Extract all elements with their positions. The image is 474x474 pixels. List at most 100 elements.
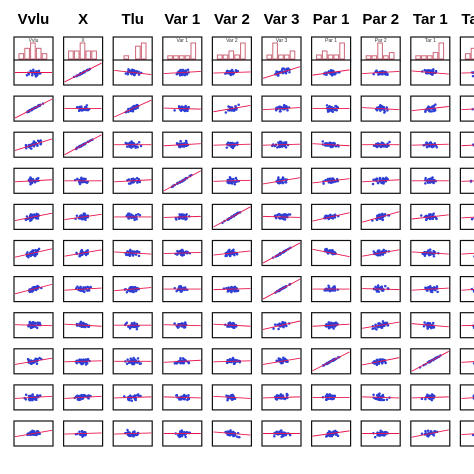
data-point xyxy=(380,362,384,365)
trend-line xyxy=(411,106,449,112)
scatter-panel xyxy=(410,239,451,267)
column-label-vvlu: Vvlu xyxy=(18,11,50,28)
data-point xyxy=(375,145,379,149)
data-point xyxy=(280,216,283,220)
data-point xyxy=(86,180,89,184)
data-point xyxy=(133,321,136,324)
data-point xyxy=(177,70,181,73)
data-point xyxy=(424,176,427,180)
data-point xyxy=(232,326,236,329)
data-point xyxy=(435,217,438,221)
data-point xyxy=(134,253,138,256)
data-point xyxy=(232,109,236,112)
scatter-panel xyxy=(360,239,401,267)
data-point xyxy=(376,433,379,437)
scatter-panel xyxy=(162,239,203,267)
histogram-bar xyxy=(289,50,296,60)
data-point xyxy=(374,285,377,289)
data-point xyxy=(135,327,139,331)
histogram-bar xyxy=(178,55,185,60)
data-point xyxy=(432,109,436,113)
data-point xyxy=(375,394,379,397)
histogram-panel: Var 1 xyxy=(162,36,203,62)
data-point xyxy=(226,359,229,362)
trend-line xyxy=(213,206,251,228)
data-point xyxy=(80,109,84,112)
histogram-label: Var 3 xyxy=(276,38,288,44)
data-point xyxy=(79,249,83,253)
data-point xyxy=(429,285,432,288)
data-point xyxy=(125,291,129,294)
data-point xyxy=(225,146,229,149)
histogram-bar xyxy=(135,45,141,60)
data-point xyxy=(334,433,338,437)
data-point xyxy=(30,398,33,401)
trend-line xyxy=(262,66,301,79)
trend-line xyxy=(64,134,102,156)
scatter-frame xyxy=(459,348,474,375)
scatter-panel xyxy=(62,276,104,303)
data-point xyxy=(432,68,435,71)
data-point xyxy=(80,362,83,366)
data-point xyxy=(137,177,141,181)
trend-line xyxy=(411,251,449,255)
data-point xyxy=(282,103,286,107)
histogram-panel: X xyxy=(62,36,104,62)
trend-line xyxy=(213,288,251,291)
data-point xyxy=(279,213,282,217)
data-point xyxy=(376,254,380,257)
column-label-par-2: Par 2 xyxy=(362,11,399,28)
histogram-bar xyxy=(184,55,191,60)
data-point xyxy=(237,103,240,106)
histogram-bar xyxy=(228,50,235,60)
data-point xyxy=(274,108,278,112)
data-point xyxy=(430,290,434,294)
data-point xyxy=(436,290,439,294)
data-point xyxy=(279,105,282,109)
data-point xyxy=(332,286,335,290)
histogram-bar xyxy=(283,54,290,60)
data-point xyxy=(226,69,229,73)
scatter-panel xyxy=(410,384,451,411)
scatter-frame xyxy=(410,312,451,339)
scatter-panel xyxy=(162,384,203,411)
panel-grid: Vvlu X Var 1 Var 2 Var 3 Par 1 Par 2 Tar 1 xyxy=(13,36,474,447)
scatter-panel xyxy=(261,420,302,447)
trend-line xyxy=(461,72,474,74)
trend-line xyxy=(14,283,53,295)
scatter-frame xyxy=(459,131,474,158)
histogram-label: Par 2 xyxy=(375,38,387,44)
trend-line xyxy=(461,108,474,111)
trend-line xyxy=(114,99,152,118)
trend-line xyxy=(163,107,201,110)
trend-line xyxy=(163,143,201,147)
histogram-panel xyxy=(112,36,153,62)
data-point xyxy=(38,321,41,325)
column-label-tlu: Tlu xyxy=(121,11,144,28)
data-point xyxy=(186,398,189,402)
data-point xyxy=(236,435,239,438)
data-point xyxy=(286,393,289,397)
scatter-panel xyxy=(62,95,104,122)
trend-line xyxy=(64,432,102,435)
scatter-panel xyxy=(410,203,451,230)
data-point xyxy=(181,68,185,72)
trend-line xyxy=(114,251,152,255)
data-point xyxy=(27,72,31,76)
trend-line xyxy=(14,138,53,151)
histogram-label: Vvlu xyxy=(29,38,39,44)
data-point xyxy=(174,216,178,220)
trend-line xyxy=(163,324,201,327)
data-point xyxy=(272,327,275,330)
data-point xyxy=(78,430,81,434)
histogram-bar xyxy=(216,54,223,60)
data-point xyxy=(125,145,129,148)
scatter-panel xyxy=(162,167,203,194)
data-point xyxy=(380,181,383,185)
data-point xyxy=(430,398,434,402)
data-point xyxy=(281,320,284,324)
data-point xyxy=(182,213,186,217)
trend-line xyxy=(14,324,53,327)
data-point xyxy=(225,394,228,397)
scatter-panel xyxy=(62,131,104,158)
